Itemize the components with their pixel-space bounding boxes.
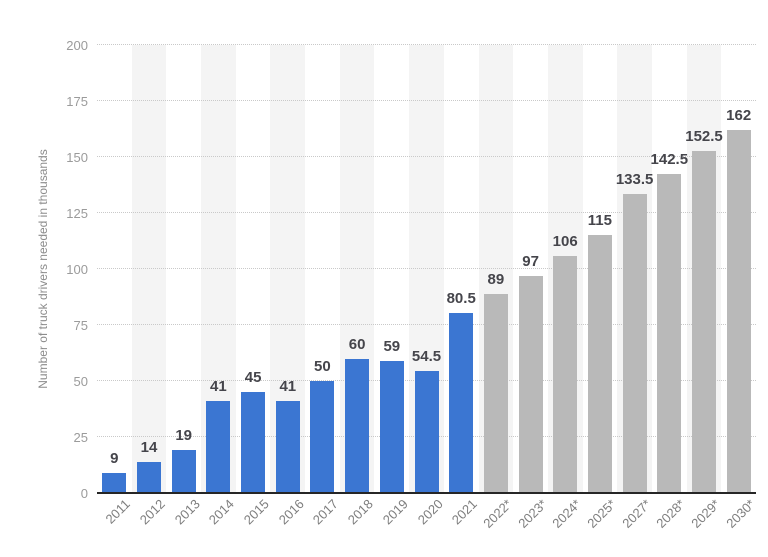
y-tick-200: 200 bbox=[66, 38, 88, 53]
y-tick-25: 25 bbox=[73, 430, 88, 445]
x-label-2019: 2019 bbox=[379, 496, 411, 528]
bar-value-label-2029*: 152.5 bbox=[685, 128, 723, 146]
bar-2014[interactable] bbox=[206, 401, 231, 493]
bar-2028*[interactable] bbox=[657, 173, 682, 493]
bar-value-label-2012: 14 bbox=[140, 438, 158, 456]
y-tick-125: 125 bbox=[66, 206, 88, 221]
bar-2021[interactable] bbox=[449, 312, 474, 493]
gridline-125 bbox=[97, 212, 756, 213]
x-label-2016: 2016 bbox=[275, 496, 307, 528]
bar-2015[interactable] bbox=[241, 392, 266, 493]
bar-value-label-2016: 41 bbox=[279, 378, 297, 396]
gridline-75 bbox=[97, 324, 756, 325]
y-axis-tick-labels: 0 25 50 75 100 125 150 175 200 bbox=[0, 39, 88, 500]
y-tick-175: 175 bbox=[66, 94, 88, 109]
bar-2012[interactable] bbox=[137, 461, 161, 493]
bar-value-label-2028*: 142.5 bbox=[650, 150, 689, 168]
x-label-2022*: 2022* bbox=[480, 496, 515, 531]
x-label-2023*: 2023* bbox=[514, 496, 550, 531]
gridline-175 bbox=[97, 100, 756, 101]
x-label-2025*: 2025* bbox=[584, 496, 619, 531]
bar-2023*[interactable] bbox=[518, 275, 543, 493]
y-tick-100: 100 bbox=[66, 262, 88, 277]
bar-2013[interactable] bbox=[171, 450, 196, 493]
bar-value-label-2015: 45 bbox=[244, 369, 262, 387]
y-tick-75: 75 bbox=[73, 318, 88, 333]
bar-value-label-2019: 59 bbox=[383, 337, 401, 355]
background-stripe bbox=[131, 45, 167, 493]
bar-2029*[interactable] bbox=[692, 151, 716, 493]
bar-value-label-2021: 80.5 bbox=[446, 289, 476, 307]
bar-2027*[interactable] bbox=[622, 194, 647, 493]
x-label-2012: 2012 bbox=[136, 496, 168, 528]
y-tick-150: 150 bbox=[66, 150, 88, 165]
bar-2030*[interactable] bbox=[726, 130, 751, 493]
bar-value-label-2030*: 162 bbox=[726, 107, 752, 125]
x-label-2030*: 2030* bbox=[722, 496, 758, 531]
x-label-2018: 2018 bbox=[344, 496, 377, 528]
plot-area: 9 14 19 41 45 41 50 60 59 54.5 80.5 89 97 106 115 133.5… bbox=[97, 44, 756, 494]
x-axis-line bbox=[97, 492, 756, 494]
x-label-2028*: 2028* bbox=[653, 496, 689, 531]
bar-2018[interactable] bbox=[345, 358, 370, 493]
bar-value-label-2013: 19 bbox=[175, 427, 193, 445]
bar-value-label-2023*: 97 bbox=[522, 252, 539, 270]
bar-2016[interactable] bbox=[275, 401, 300, 493]
x-label-2029*: 2029* bbox=[688, 496, 723, 531]
bar-2022*[interactable] bbox=[483, 293, 508, 493]
bar-value-label-2025*: 115 bbox=[587, 212, 612, 230]
x-label-2011: 2011 bbox=[102, 496, 134, 527]
bar-2019[interactable] bbox=[379, 360, 404, 493]
bar-value-label-2014: 41 bbox=[210, 378, 227, 396]
x-label-2017: 2017 bbox=[310, 496, 342, 528]
bar-2024*[interactable] bbox=[553, 255, 578, 493]
bar-value-label-2017: 50 bbox=[314, 358, 331, 375]
bar-value-label-2018: 60 bbox=[348, 335, 366, 353]
bar-value-label-2027*: 133.5 bbox=[615, 171, 654, 188]
x-label-2015: 2015 bbox=[240, 496, 273, 528]
bar-2017[interactable] bbox=[310, 381, 335, 493]
bar-2020[interactable] bbox=[414, 370, 439, 493]
bar-value-label-2011: 9 bbox=[110, 449, 119, 467]
gridline-150 bbox=[97, 156, 756, 157]
bar-value-label-2022*: 89 bbox=[487, 270, 505, 288]
bar-2025*[interactable] bbox=[587, 235, 612, 493]
x-label-2024*: 2024* bbox=[549, 496, 585, 531]
x-label-2014: 2014 bbox=[206, 496, 238, 528]
y-tick-0: 0 bbox=[80, 486, 88, 501]
x-label-2013: 2013 bbox=[171, 496, 203, 528]
bar-2011[interactable] bbox=[102, 472, 127, 493]
bar-value-label-2020: 54.5 bbox=[411, 347, 442, 365]
gridline-100 bbox=[97, 268, 756, 269]
y-tick-50: 50 bbox=[73, 374, 88, 389]
bar-value-label-2024*: 106 bbox=[552, 232, 578, 250]
gridline-200 bbox=[97, 44, 756, 45]
x-label-2027*: 2027* bbox=[618, 496, 654, 531]
x-label-2021: 2021 bbox=[449, 496, 481, 528]
x-label-2020: 2020 bbox=[414, 496, 446, 528]
